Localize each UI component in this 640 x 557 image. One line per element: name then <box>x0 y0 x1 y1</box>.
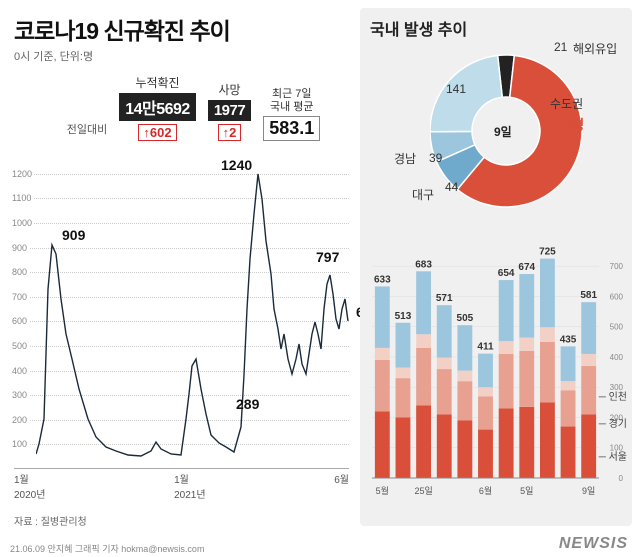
delta-label: 전일대비 <box>67 121 107 137</box>
stacked-bar-chart: 0100200300400500600700633513683571505411… <box>370 230 625 500</box>
right-title: 국내 발생 추이 <box>370 16 624 40</box>
svg-text:5월: 5월 <box>376 485 389 496</box>
stat-cumulative: 누적확진 14만5692 602 <box>119 74 196 141</box>
stat-label: 사망 <box>218 81 240 98</box>
svg-text:700: 700 <box>610 262 624 271</box>
svg-text:6월: 6월 <box>479 485 492 496</box>
svg-text:654: 654 <box>498 268 515 279</box>
svg-text:411: 411 <box>477 342 494 353</box>
main-title: 코로나19 신규확진 추이 <box>14 12 347 46</box>
svg-text:581: 581 <box>580 290 597 301</box>
svg-text:600: 600 <box>610 292 624 301</box>
svg-text:674: 674 <box>518 262 535 273</box>
stat-value: 14만5692 <box>119 93 196 121</box>
svg-text:25일: 25일 <box>414 486 432 496</box>
svg-text:5일: 5일 <box>520 486 533 496</box>
line-chart: 1002003004005006007008009001000110012009… <box>14 159 349 469</box>
stats-row: 전일대비 누적확진 14만5692 602 사망 1977 2 최근 7일국내 … <box>14 74 347 141</box>
svg-text:683: 683 <box>415 259 432 270</box>
source-text: 자료 : 질병관리청 <box>14 513 347 528</box>
svg-text:571: 571 <box>436 293 453 304</box>
svg-text:9일: 9일 <box>582 486 595 496</box>
stat-delta: 2 <box>218 124 242 141</box>
svg-text:513: 513 <box>395 311 412 322</box>
x-axis-labels: 1월2020년1월2021년6월 <box>14 471 349 501</box>
stat-delta: 602 <box>138 124 176 141</box>
svg-text:400: 400 <box>610 353 624 362</box>
svg-text:505: 505 <box>457 313 474 324</box>
stat-label: 누적확진 <box>135 74 179 91</box>
avg-label: 최근 7일국내 평균 <box>270 88 314 114</box>
donut-chart: 9일21해외유입141수도권357명경남39대구44 <box>370 40 625 230</box>
infographic-root: 코로나19 신규확진 추이 0시 기준, 단위:명 전일대비 누적확진 14만5… <box>0 0 640 557</box>
avg-value: 583.1 <box>263 116 320 141</box>
svg-text:0: 0 <box>619 474 624 483</box>
subtitle: 0시 기준, 단위:명 <box>14 48 347 64</box>
stat-deaths: 사망 1977 2 <box>208 81 251 141</box>
right-panel: 국내 발생 추이 9일21해외유입141수도권357명경남39대구44 0100… <box>360 8 632 526</box>
stat-value: 1977 <box>208 100 251 121</box>
stat-avg: 최근 7일국내 평균 583.1 <box>263 88 320 141</box>
logo-text: NEWSIS <box>559 535 628 553</box>
svg-text:500: 500 <box>610 323 624 332</box>
left-panel: 코로나19 신규확진 추이 0시 기준, 단위:명 전일대비 누적확진 14만5… <box>0 0 355 530</box>
svg-text:435: 435 <box>560 334 577 345</box>
svg-text:725: 725 <box>539 247 556 258</box>
svg-text:633: 633 <box>374 274 391 285</box>
footer-credit: 21.06.09 안지혜 그래픽 기자 hokma@newsis.com <box>10 542 204 555</box>
